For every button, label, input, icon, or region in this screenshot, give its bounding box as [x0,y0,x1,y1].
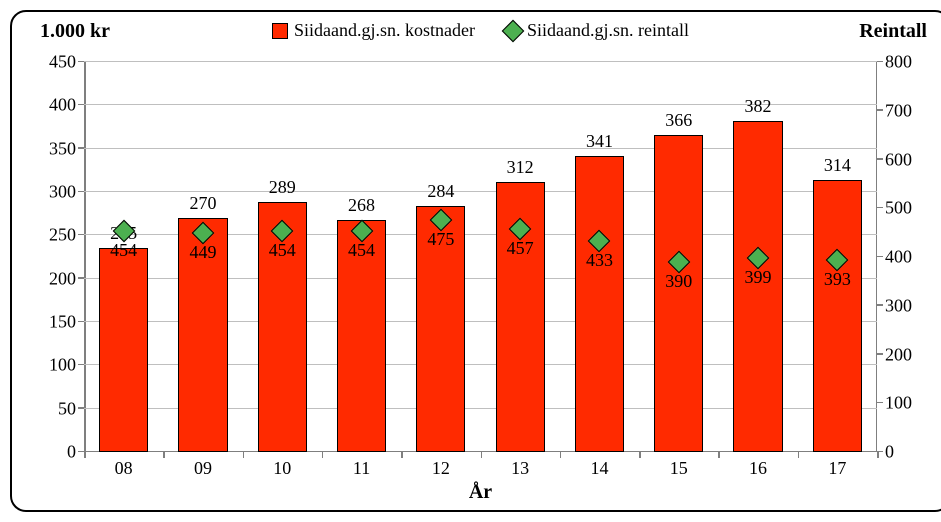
x-tick-label: 08 [115,458,133,479]
left-axis-line [84,62,86,452]
y-left-tick-label: 250 [49,225,76,246]
diamond-value-label: 449 [189,242,216,263]
bar-value-label: 314 [824,155,851,176]
x-tick-label: 15 [670,458,688,479]
x-tick-label: 16 [749,458,767,479]
bar-value-label: 366 [665,110,692,131]
y-right-tick-label: 700 [885,100,912,121]
grid-line [84,61,877,62]
diamond-value-label: 454 [348,240,375,261]
bar [813,180,862,452]
bar-value-label: 382 [745,96,772,117]
diamond-value-label: 399 [745,267,772,288]
y-left-tick-label: 0 [67,442,76,463]
y-left-tick-label: 400 [49,95,76,116]
y-right-tick-label: 500 [885,198,912,219]
legend-diamond-icon [502,19,525,42]
x-tick-label: 11 [353,458,370,479]
bar [654,135,703,452]
diamond-value-label: 454 [110,240,137,261]
diamond-value-label: 475 [427,229,454,250]
y-left-tick-label: 200 [49,268,76,289]
x-tick-label: 13 [511,458,529,479]
diamond-value-label: 433 [586,250,613,271]
diamond-value-label: 454 [269,240,296,261]
right-axis-line [876,62,878,452]
bar [575,156,624,452]
x-tick-label: 09 [194,458,212,479]
y-left-tick-label: 100 [49,355,76,376]
y-right-tick-label: 400 [885,247,912,268]
y-right-tick-label: 200 [885,344,912,365]
y-left-tick-label: 50 [58,398,76,419]
chart-container: 1.000 kr Reintall Siidaand.gj.sn. kostna… [10,10,941,512]
y-right-tick-label: 300 [885,295,912,316]
legend-item-diamond: Siidaand.gj.sn. reintall [505,20,689,41]
y-left-tick-label: 150 [49,312,76,333]
bar-value-label: 284 [427,181,454,202]
x-tick-label: 10 [273,458,291,479]
y-left-tick-label: 350 [49,138,76,159]
diamond-value-label: 393 [824,269,851,290]
legend-bar-label: Siidaand.gj.sn. kostnader [294,20,475,41]
y-left-tick-label: 450 [49,52,76,73]
legend: Siidaand.gj.sn. kostnader Siidaand.gj.sn… [12,20,941,41]
y-left-tick-label: 300 [49,182,76,203]
x-tick-label: 17 [828,458,846,479]
legend-bar-icon [272,23,288,39]
x-tick-label: 12 [432,458,450,479]
diamond-value-label: 457 [507,238,534,259]
y-right-tick-label: 0 [885,442,894,463]
diamond-value-label: 390 [665,271,692,292]
y-right-tick-label: 100 [885,393,912,414]
bar-value-label: 268 [348,195,375,216]
plot-area: 0501001502002503003504004500100200300400… [84,62,877,452]
legend-item-bars: Siidaand.gj.sn. kostnader [272,20,475,41]
bar-value-label: 341 [586,131,613,152]
y-right-tick-label: 600 [885,149,912,170]
bar-value-label: 289 [269,177,296,198]
bar-value-label: 312 [507,157,534,178]
bar [99,248,148,452]
x-axis-title: År [469,481,492,504]
x-tick-label: 14 [590,458,608,479]
bar-value-label: 270 [189,193,216,214]
legend-diamond-label: Siidaand.gj.sn. reintall [527,20,689,41]
y-right-tick-label: 800 [885,52,912,73]
